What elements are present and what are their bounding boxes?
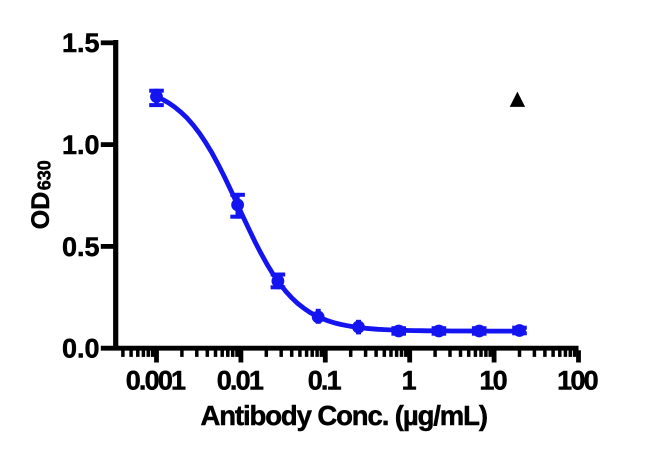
svg-text:1.0: 1.0: [62, 130, 100, 160]
svg-text:1.5: 1.5: [62, 28, 100, 58]
svg-text:100: 100: [557, 366, 597, 396]
svg-text:10: 10: [479, 366, 506, 396]
svg-text:0.001: 0.001: [126, 366, 186, 396]
svg-text:0.5: 0.5: [62, 232, 100, 262]
svg-text:0.01: 0.01: [217, 366, 264, 396]
svg-text:1: 1: [402, 366, 417, 396]
svg-text:Antibody Conc. (µg/mL): Antibody Conc. (µg/mL): [200, 400, 486, 431]
svg-text:0.1: 0.1: [308, 366, 342, 396]
svg-text:0.0: 0.0: [62, 334, 100, 364]
